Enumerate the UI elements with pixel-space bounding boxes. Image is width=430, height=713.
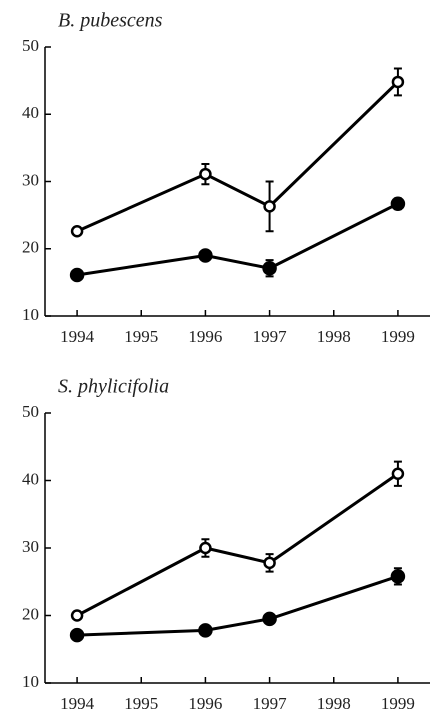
series-line [76, 80, 399, 233]
marker [198, 248, 213, 263]
y-tick-label: 50 [22, 36, 39, 55]
x-tick-label: 1995 [124, 694, 158, 713]
marker [199, 541, 212, 555]
marker [262, 611, 277, 627]
x-tick-label: 1997 [253, 694, 288, 713]
x-tick-label: 1997 [253, 327, 288, 346]
x-tick-label: 1996 [188, 327, 222, 346]
chart-title: S. phylicifolia [58, 376, 169, 398]
y-tick-label: 40 [22, 103, 39, 122]
y-tick-label: 40 [22, 469, 39, 488]
x-tick-label: 1994 [60, 327, 95, 346]
y-tick-label: 10 [22, 305, 39, 324]
marker [262, 261, 277, 276]
chart-title: B. pubescens [58, 10, 163, 32]
y-tick-label: 20 [22, 604, 39, 623]
marker [263, 200, 276, 213]
marker [198, 623, 213, 638]
marker [69, 627, 85, 643]
series-line [76, 202, 399, 277]
marker [199, 167, 212, 181]
marker [391, 467, 405, 480]
x-tick-label: 1998 [317, 694, 351, 713]
marker [69, 267, 85, 283]
y-tick-label: 30 [22, 537, 39, 556]
x-tick-label: 1999 [381, 327, 415, 346]
marker [263, 556, 276, 570]
y-tick-label: 30 [22, 170, 39, 189]
x-tick-label: 1995 [124, 327, 158, 346]
x-tick-label: 1996 [188, 694, 222, 713]
series-line [76, 472, 399, 617]
x-tick-label: 1994 [60, 694, 95, 713]
series-line [77, 574, 399, 637]
y-tick-label: 50 [22, 402, 39, 421]
x-tick-label: 1999 [381, 694, 415, 713]
marker [70, 225, 84, 238]
marker [390, 196, 406, 211]
x-tick-label: 1998 [317, 327, 351, 346]
y-tick-label: 20 [22, 238, 39, 257]
marker [70, 609, 84, 622]
marker [391, 75, 405, 89]
marker [390, 569, 406, 584]
y-tick-label: 10 [22, 672, 39, 691]
